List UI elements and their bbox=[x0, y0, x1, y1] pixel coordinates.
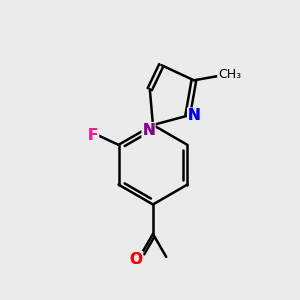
Text: F: F bbox=[88, 128, 98, 143]
Text: F: F bbox=[88, 128, 98, 143]
Text: CH₃: CH₃ bbox=[218, 68, 241, 81]
Text: N: N bbox=[188, 108, 200, 123]
Text: N: N bbox=[142, 123, 155, 138]
Text: O: O bbox=[130, 252, 142, 267]
Text: N: N bbox=[188, 108, 200, 123]
Text: N: N bbox=[142, 123, 155, 138]
Text: O: O bbox=[130, 252, 142, 267]
